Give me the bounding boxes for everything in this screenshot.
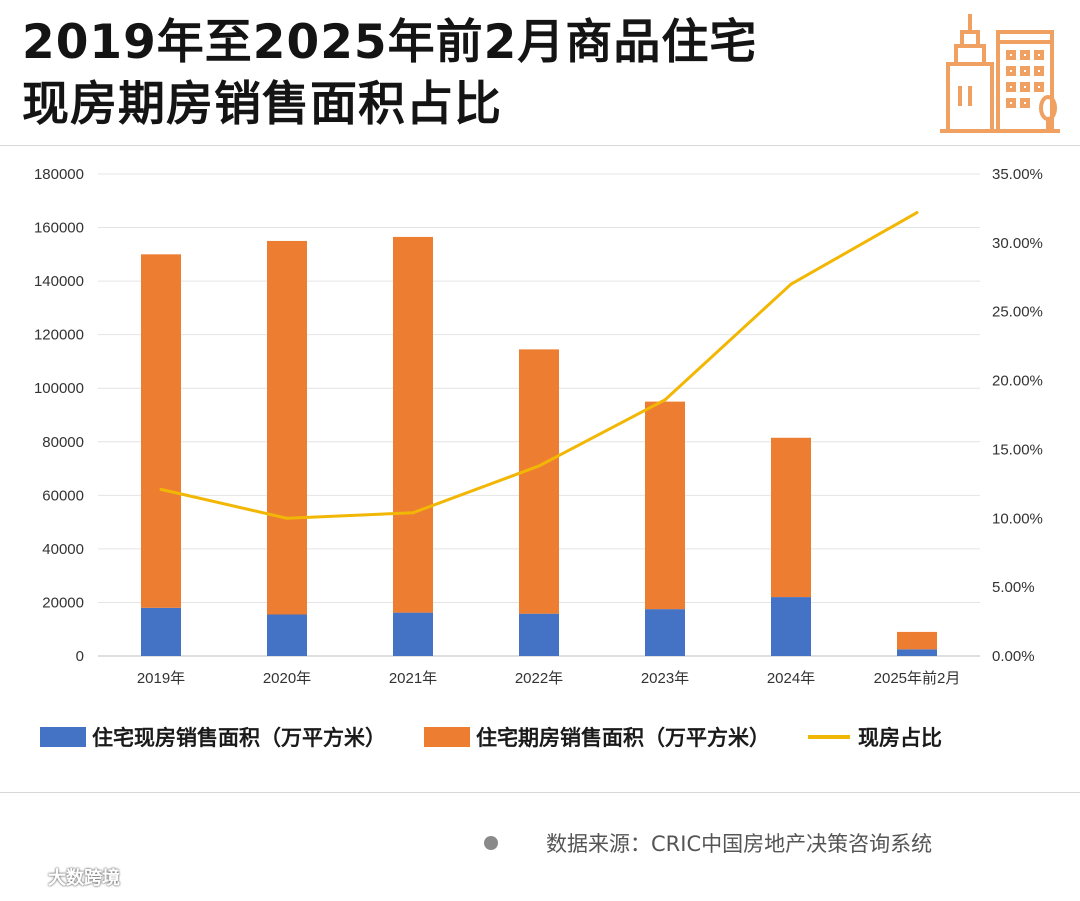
ratio-line	[159, 211, 919, 520]
ratio-point	[663, 398, 667, 402]
watermark-text: 大数跨境	[48, 868, 120, 889]
legend-label-spot: 住宅现房销售面积（万平方米）	[92, 726, 386, 750]
right-tick-label: 30.00%	[992, 235, 1043, 252]
left-axis-ticks: 0 20000 40000 60000 80000 100000 120000 140000 1…	[34, 166, 84, 665]
left-tick-label: 160000	[34, 220, 84, 237]
ratio-point	[159, 487, 163, 491]
legend: 住宅现房销售面积（万平方米） 住宅期房销售面积（万平方米） 现房占比	[40, 722, 980, 752]
bar-futures	[645, 401, 685, 610]
bar-futures	[897, 631, 937, 650]
x-tick-label: 2025年前2月	[874, 670, 961, 687]
chart-title-line2: 现房期房销售面积占比	[22, 77, 502, 132]
bar-spot	[519, 613, 559, 656]
left-tick-label: 20000	[42, 594, 84, 611]
watermark-logo-icon	[8, 868, 43, 886]
ratio-point	[411, 511, 415, 515]
buildings-icon	[940, 14, 1060, 133]
legend-item-futures: 住宅期房销售面积（万平方米）	[424, 722, 770, 752]
x-tick-label: 2019年	[137, 670, 185, 687]
source-note: 数据来源：CRIC中国房地产决策咨询系统	[484, 828, 932, 858]
left-tick-label: 60000	[42, 487, 84, 504]
right-tick-label: 15.00%	[992, 441, 1043, 458]
bar-futures	[519, 349, 559, 614]
legend-item-spot: 住宅现房销售面积（万平方米）	[40, 722, 386, 752]
combo-chart: 0 20000 40000 60000 80000 100000 120000 140000 1…	[34, 166, 1043, 687]
right-tick-label: 35.00%	[992, 166, 1043, 183]
chart-title: 2019年至2025年前2月商品住宅 现房期房销售面积占比	[22, 12, 757, 136]
legend-swatch-futures	[424, 727, 470, 747]
right-tick-label: 25.00%	[992, 304, 1043, 321]
legend-item-ratio: 现房占比	[808, 722, 942, 752]
bar-futures	[141, 254, 181, 608]
right-tick-label: 10.00%	[992, 510, 1043, 527]
left-tick-label: 40000	[42, 541, 84, 558]
header-divider	[0, 145, 1080, 146]
bar-spot	[771, 597, 811, 656]
watermark: 大数跨境	[8, 864, 120, 890]
x-tick-label: 2024年	[767, 670, 815, 687]
chart-title-line1: 2019年至2025年前2月商品住宅	[22, 15, 758, 70]
bullet-icon	[484, 836, 498, 850]
x-tick-label: 2022年	[515, 670, 563, 687]
left-tick-label: 80000	[42, 434, 84, 451]
bar-spot	[267, 614, 307, 656]
right-tick-label: 20.00%	[992, 373, 1043, 390]
bar-spot	[897, 649, 937, 656]
x-tick-label: 2021年	[389, 670, 437, 687]
bar-futures	[771, 437, 811, 598]
left-tick-label: 100000	[34, 380, 84, 397]
legend-label-futures: 住宅期房销售面积（万平方米）	[476, 726, 770, 750]
bar-futures	[267, 240, 307, 615]
legend-swatch-ratio	[808, 735, 850, 739]
left-tick-label: 140000	[34, 273, 84, 290]
x-tick-label: 2023年	[641, 670, 689, 687]
legend-swatch-spot	[40, 727, 86, 747]
x-axis-ticks: 2019年 2020年 2021年 2022年 2023年 2024年 2025年前2月	[137, 670, 961, 687]
footer-divider	[0, 792, 1080, 793]
legend-label-ratio: 现房占比	[858, 726, 942, 750]
ratio-point	[789, 282, 793, 286]
right-axis-ticks: 0.00% 5.00% 10.00% 15.00% 20.00% 25.00% 30.00%…	[992, 166, 1043, 665]
bars	[141, 236, 937, 656]
right-tick-label: 0.00%	[992, 648, 1035, 665]
x-tick-label: 2020年	[263, 670, 311, 687]
left-tick-label: 0	[76, 648, 84, 665]
right-tick-label: 5.00%	[992, 579, 1035, 596]
bar-spot	[393, 612, 433, 656]
left-tick-label: 120000	[34, 327, 84, 344]
bar-futures	[393, 236, 433, 613]
source-text: 数据来源：CRIC中国房地产决策咨询系统	[546, 832, 933, 856]
left-tick-label: 180000	[34, 166, 84, 183]
bar-spot	[141, 607, 181, 656]
ratio-point	[285, 516, 289, 520]
bar-spot	[645, 609, 685, 656]
ratio-point	[537, 464, 541, 468]
ratio-point	[915, 211, 919, 215]
